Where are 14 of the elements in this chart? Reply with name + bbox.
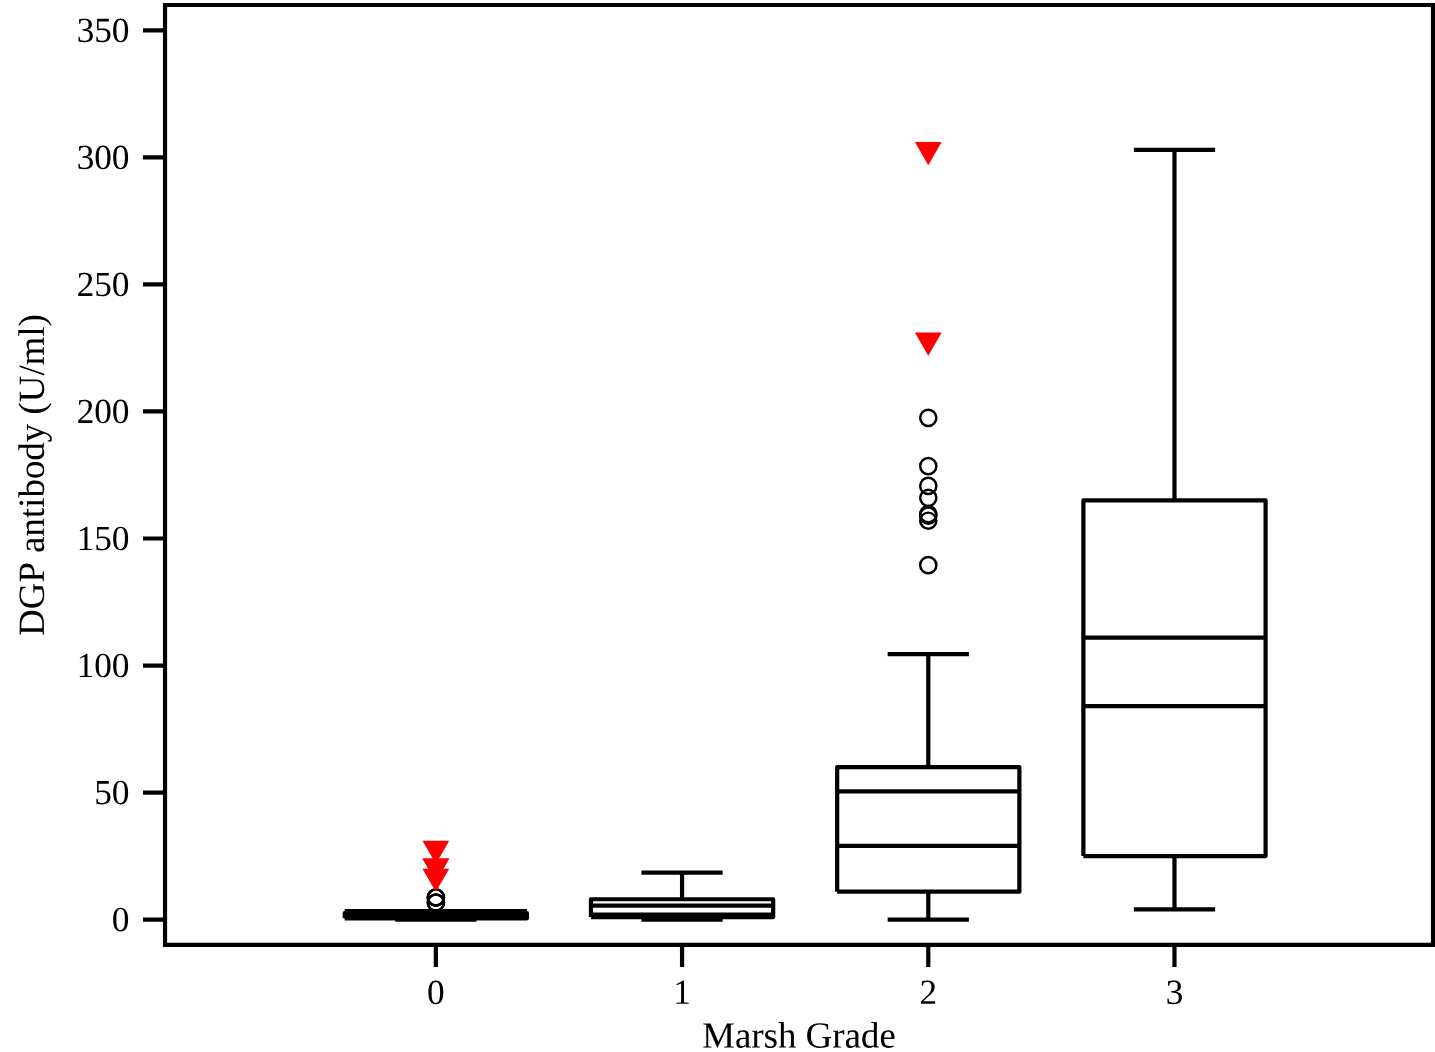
y-tick-label: 50: [96, 780, 129, 805]
x-tick-label: 1: [676, 980, 689, 1004]
y-axis-title: DGP antibody (U/ml): [18, 315, 52, 635]
y-tick-label: 250: [78, 272, 129, 297]
y-tick-label: 350: [78, 18, 129, 43]
x-tick-label: 2: [921, 980, 936, 1004]
y-tick-label: 0: [113, 907, 129, 932]
x-tick-label: 0: [428, 980, 444, 1005]
y-tick-label: 100: [79, 653, 129, 678]
x-axis-title: Marsh Grade: [703, 1021, 895, 1048]
y-tick-label: 150: [79, 526, 129, 551]
y-tick-label: 300: [78, 145, 129, 170]
x-tick-label: 3: [1167, 980, 1182, 1005]
y-tick-label: 200: [78, 399, 129, 424]
